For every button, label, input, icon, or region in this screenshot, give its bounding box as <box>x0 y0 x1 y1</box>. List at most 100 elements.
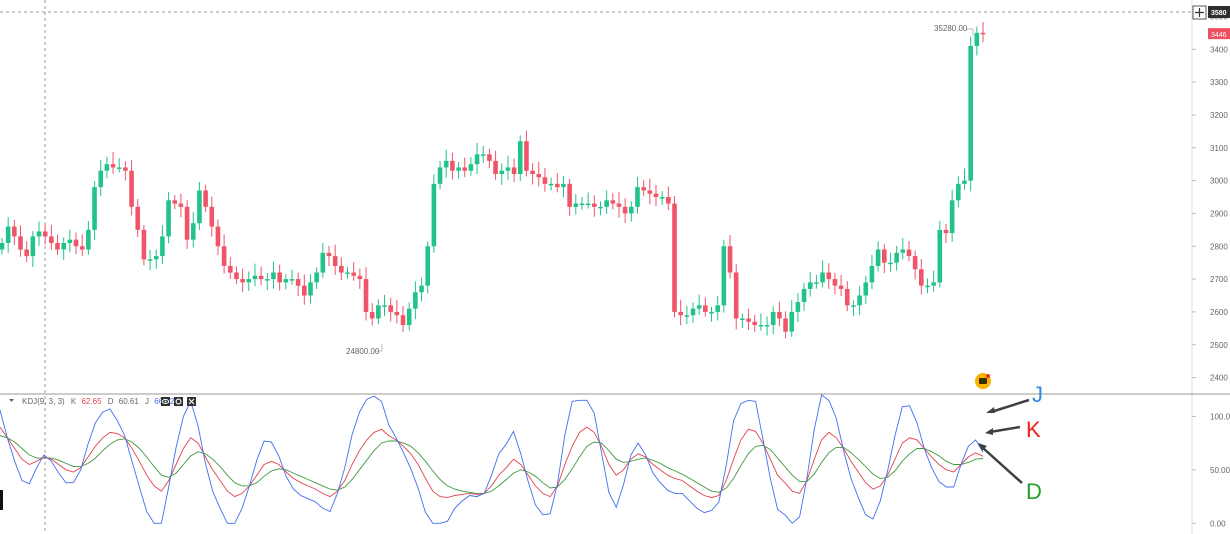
crosshair-price-label: 3580 <box>1211 10 1227 17</box>
candle <box>184 199 190 249</box>
settings-gear-icon[interactable] <box>174 397 183 406</box>
candle <box>468 157 474 176</box>
candle <box>733 264 739 330</box>
close-icon[interactable] <box>187 397 196 406</box>
visibility-eye-icon[interactable] <box>161 397 170 406</box>
candle <box>647 178 653 205</box>
candle <box>394 299 400 324</box>
annotation-d-arrow <box>982 447 1023 484</box>
candle <box>770 306 776 335</box>
price-axis-label: 2400 <box>1210 374 1228 383</box>
candle <box>49 224 54 250</box>
candle <box>875 241 881 272</box>
candle <box>326 245 332 267</box>
candle <box>86 220 91 255</box>
candle <box>561 175 566 198</box>
candle <box>980 21 986 43</box>
candle <box>135 198 141 238</box>
candle <box>197 181 202 230</box>
candle <box>764 316 770 336</box>
candle <box>110 152 116 174</box>
candle <box>79 234 85 257</box>
candle <box>604 190 609 215</box>
candle <box>937 220 943 288</box>
candle <box>851 300 856 317</box>
candle <box>752 314 758 332</box>
candle <box>153 249 159 269</box>
candle <box>277 264 282 291</box>
kdj-legend: KDJ(9, 3, 3) K 62.65 D 60.61 J 66.72 <box>9 397 196 406</box>
candle <box>863 275 869 304</box>
candle <box>406 302 412 331</box>
candle <box>968 36 973 192</box>
crosshair-price-tag: 3580 <box>1192 5 1230 20</box>
annotation-k-arrow <box>989 425 1021 434</box>
candle <box>345 266 350 279</box>
candle <box>727 235 733 279</box>
low-price-label: 24800.00 <box>346 347 380 356</box>
kdj-legend-k-label: K <box>71 397 77 406</box>
annotation-j-text: J <box>1032 382 1043 407</box>
candle <box>5 217 11 253</box>
candle <box>844 281 850 312</box>
candle <box>820 260 825 288</box>
candle <box>480 145 486 163</box>
candle <box>12 219 17 245</box>
alert-bell-icon[interactable] <box>975 373 991 389</box>
candle <box>629 201 634 222</box>
candle <box>147 249 153 271</box>
candle <box>579 197 585 210</box>
annotation-j-arrow <box>990 398 1030 414</box>
candle <box>0 238 5 255</box>
annotation-d: D <box>978 443 1042 504</box>
candle <box>413 281 418 320</box>
candle <box>221 234 227 274</box>
candle <box>487 148 492 169</box>
candle <box>690 302 696 323</box>
candle <box>801 283 807 311</box>
candle <box>548 177 554 191</box>
candle <box>178 193 184 218</box>
price-axis-label: 3400 <box>1210 45 1228 54</box>
kdj-legend-k-value: 62.65 <box>82 397 103 406</box>
kdj-line-d <box>0 435 984 494</box>
candle <box>703 297 708 317</box>
candle <box>567 178 572 216</box>
candle <box>919 259 924 295</box>
collapse-chevron-icon[interactable] <box>9 399 14 402</box>
candle <box>511 158 517 183</box>
candle <box>172 195 178 210</box>
candle <box>610 193 616 210</box>
kdj-axis: 100.00 50.00 0.00 <box>1192 412 1230 528</box>
candle <box>141 224 147 266</box>
candle <box>271 261 276 289</box>
annotation-j: J <box>986 382 1043 414</box>
candle <box>456 162 461 179</box>
candle <box>73 232 79 255</box>
candle <box>622 198 628 223</box>
last-price-tag: 3446 <box>1208 28 1230 40</box>
candle <box>240 268 245 293</box>
candle <box>203 184 208 213</box>
candle <box>832 272 838 295</box>
candle <box>709 306 714 322</box>
candle <box>295 272 301 297</box>
kdj-legend-title: KDJ(9, 3, 3) <box>22 397 65 406</box>
candle <box>258 266 264 285</box>
kdj-axis-label: 50.00 <box>1210 466 1230 475</box>
candle <box>382 294 387 317</box>
candle <box>641 179 646 197</box>
high-price-callout: 35280.00 <box>934 24 974 36</box>
candle <box>672 196 677 318</box>
price-axis-label: 3100 <box>1210 144 1228 153</box>
candle <box>289 269 295 285</box>
candle <box>129 159 134 216</box>
candle <box>363 267 369 321</box>
candle <box>431 174 437 253</box>
candle <box>462 157 468 177</box>
candle <box>190 211 196 248</box>
candle <box>746 308 751 330</box>
annotation-k: K <box>985 417 1041 442</box>
candle <box>900 238 906 260</box>
price-axis-label: 3200 <box>1210 111 1228 120</box>
